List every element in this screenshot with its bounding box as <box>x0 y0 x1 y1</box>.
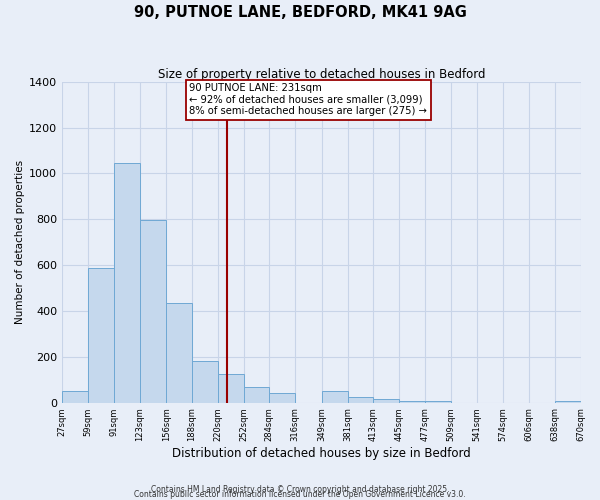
Title: Size of property relative to detached houses in Bedford: Size of property relative to detached ho… <box>158 68 485 80</box>
Bar <box>88 268 114 402</box>
Bar <box>218 374 244 402</box>
Y-axis label: Number of detached properties: Number of detached properties <box>15 160 25 324</box>
Bar <box>347 397 373 402</box>
Bar <box>269 394 295 402</box>
Bar <box>114 163 140 402</box>
X-axis label: Distribution of detached houses by size in Bedford: Distribution of detached houses by size … <box>172 447 471 460</box>
Bar <box>192 362 218 403</box>
Bar <box>62 391 88 402</box>
Text: Contains public sector information licensed under the Open Government Licence v3: Contains public sector information licen… <box>134 490 466 499</box>
Bar <box>244 386 269 402</box>
Text: 90, PUTNOE LANE, BEDFORD, MK41 9AG: 90, PUTNOE LANE, BEDFORD, MK41 9AG <box>134 5 466 20</box>
Text: Contains HM Land Registry data © Crown copyright and database right 2025.: Contains HM Land Registry data © Crown c… <box>151 484 449 494</box>
Bar <box>166 303 192 402</box>
Bar <box>140 220 166 402</box>
Text: 90 PUTNOE LANE: 231sqm
← 92% of detached houses are smaller (3,099)
8% of semi-d: 90 PUTNOE LANE: 231sqm ← 92% of detached… <box>189 84 427 116</box>
Bar <box>373 399 399 402</box>
Bar <box>322 391 347 402</box>
